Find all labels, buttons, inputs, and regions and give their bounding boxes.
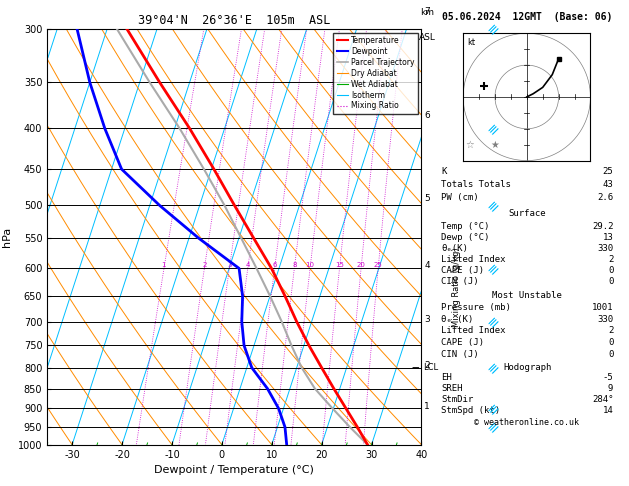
- Text: StmDir: StmDir: [442, 395, 474, 404]
- Text: 1: 1: [424, 402, 430, 411]
- Text: 9: 9: [608, 384, 613, 393]
- Text: 13: 13: [603, 233, 613, 242]
- Text: 10: 10: [306, 262, 314, 268]
- Text: CIN (J): CIN (J): [442, 349, 479, 359]
- Text: Hodograph: Hodograph: [503, 363, 552, 372]
- Text: Dewp (°C): Dewp (°C): [442, 233, 490, 242]
- Text: 2: 2: [425, 361, 430, 370]
- Text: 43: 43: [603, 180, 613, 190]
- Text: 330: 330: [597, 315, 613, 324]
- Text: 15: 15: [335, 262, 344, 268]
- Text: 14: 14: [603, 406, 613, 415]
- Text: ≡: ≡: [485, 399, 503, 417]
- Text: LCL: LCL: [423, 363, 438, 372]
- Text: ≡: ≡: [485, 20, 503, 38]
- Text: 284°: 284°: [592, 395, 613, 404]
- Text: Temp (°C): Temp (°C): [442, 222, 490, 231]
- Text: 4: 4: [425, 261, 430, 270]
- Text: ★: ★: [491, 140, 499, 150]
- Text: 6: 6: [424, 111, 430, 120]
- Text: 2: 2: [608, 327, 613, 335]
- Text: 6: 6: [272, 262, 277, 268]
- Text: ≡: ≡: [485, 196, 503, 214]
- Text: CAPE (J): CAPE (J): [442, 338, 484, 347]
- Text: 20: 20: [357, 262, 365, 268]
- Title: 39°04'N  26°36'E  105m  ASL: 39°04'N 26°36'E 105m ASL: [138, 14, 330, 27]
- Text: 4: 4: [245, 262, 250, 268]
- Text: ≡: ≡: [485, 260, 503, 278]
- Text: 2: 2: [202, 262, 206, 268]
- Text: 3: 3: [424, 314, 430, 324]
- Text: 0: 0: [608, 266, 613, 275]
- Text: CAPE (J): CAPE (J): [442, 266, 484, 275]
- Text: ≡: ≡: [485, 120, 503, 138]
- Text: km: km: [420, 8, 434, 17]
- Text: 05.06.2024  12GMT  (Base: 06): 05.06.2024 12GMT (Base: 06): [442, 12, 612, 22]
- Text: Lifted Index: Lifted Index: [442, 327, 506, 335]
- Text: -5: -5: [603, 373, 613, 382]
- Text: EH: EH: [442, 373, 452, 382]
- Text: 8: 8: [292, 262, 297, 268]
- Text: 29.2: 29.2: [592, 222, 613, 231]
- Text: 7: 7: [424, 7, 430, 16]
- Text: θₑ (K): θₑ (K): [442, 315, 474, 324]
- Text: ≡: ≡: [485, 359, 503, 377]
- Text: StmSpd (kt): StmSpd (kt): [442, 406, 501, 415]
- Text: kt: kt: [467, 38, 475, 47]
- Text: K: K: [442, 167, 447, 176]
- Text: 5: 5: [424, 194, 430, 203]
- Text: 1001: 1001: [592, 303, 613, 312]
- Text: ≡: ≡: [485, 418, 503, 436]
- Text: © weatheronline.co.uk: © weatheronline.co.uk: [474, 418, 579, 427]
- Text: ASL: ASL: [419, 34, 435, 42]
- Text: ☆: ☆: [465, 140, 474, 150]
- Text: 0: 0: [608, 277, 613, 286]
- Text: Surface: Surface: [509, 209, 546, 219]
- Text: Most Unstable: Most Unstable: [493, 291, 562, 300]
- Text: 1: 1: [162, 262, 166, 268]
- Text: CIN (J): CIN (J): [442, 277, 479, 286]
- Legend: Temperature, Dewpoint, Parcel Trajectory, Dry Adiabat, Wet Adiabat, Isotherm, Mi: Temperature, Dewpoint, Parcel Trajectory…: [333, 33, 418, 114]
- Text: 0: 0: [608, 349, 613, 359]
- X-axis label: Dewpoint / Temperature (°C): Dewpoint / Temperature (°C): [154, 465, 314, 475]
- Text: 2: 2: [608, 255, 613, 264]
- Text: Pressure (mb): Pressure (mb): [442, 303, 511, 312]
- Text: θₑ(K): θₑ(K): [442, 244, 469, 253]
- Text: PW (cm): PW (cm): [442, 193, 479, 202]
- Text: 330: 330: [597, 244, 613, 253]
- Text: 2.6: 2.6: [597, 193, 613, 202]
- Text: 25: 25: [374, 262, 382, 268]
- Text: Lifted Index: Lifted Index: [442, 255, 506, 264]
- Text: Totals Totals: Totals Totals: [442, 180, 511, 190]
- Text: ≡: ≡: [485, 312, 503, 330]
- Text: Mixing Ratio (g/kg): Mixing Ratio (g/kg): [452, 247, 460, 327]
- Text: 25: 25: [603, 167, 613, 176]
- Text: SREH: SREH: [442, 384, 463, 393]
- Text: 0: 0: [608, 338, 613, 347]
- Y-axis label: hPa: hPa: [3, 227, 12, 247]
- Text: 3: 3: [227, 262, 231, 268]
